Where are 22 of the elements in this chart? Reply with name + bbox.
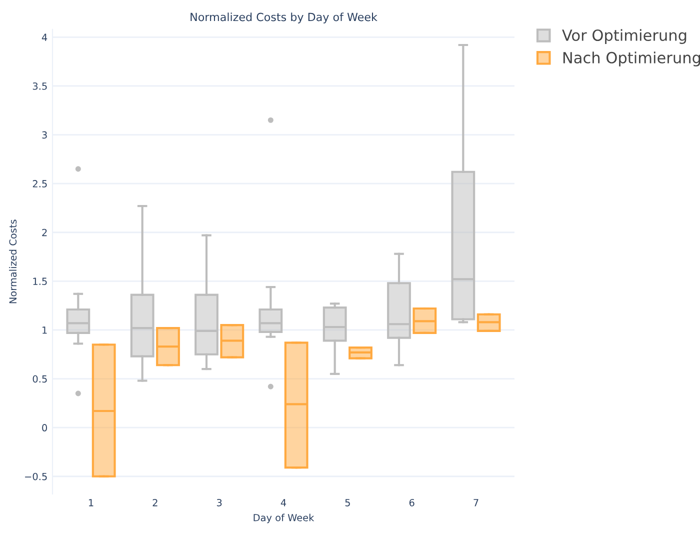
y-tick-label: 3 xyxy=(42,131,47,139)
x-tick-label: 1 xyxy=(88,499,94,506)
x-tick-label: 5 xyxy=(345,499,350,506)
chart-title: Normalized Costs by Day of Week xyxy=(190,12,378,24)
legend-label: Vor Optimierung xyxy=(562,29,686,44)
y-tick-label: −0.5 xyxy=(25,472,47,480)
legend-label: Nach Optimierung xyxy=(563,52,700,66)
x-tick-label: 7 xyxy=(474,499,478,506)
x-axis-title: Day of Week xyxy=(254,514,314,524)
x-tick-label: 3 xyxy=(216,498,222,506)
y-tick-label: 2.5 xyxy=(32,180,47,188)
x-tick-label: 4 xyxy=(280,499,286,506)
y-tick-label: 1 xyxy=(42,326,47,334)
y-tick-label: 4 xyxy=(42,34,48,41)
y-axis-title: Normalized Costs xyxy=(9,220,17,304)
y-tick-label: 0 xyxy=(42,424,47,432)
y-tick-label: 2 xyxy=(42,228,47,236)
x-tick-label: 2 xyxy=(152,498,158,506)
y-tick-label: 0.5 xyxy=(32,375,47,383)
y-tick-label: 3.5 xyxy=(32,82,47,90)
y-tick-label: 1.5 xyxy=(33,278,47,286)
x-tick-label: 6 xyxy=(409,498,414,506)
